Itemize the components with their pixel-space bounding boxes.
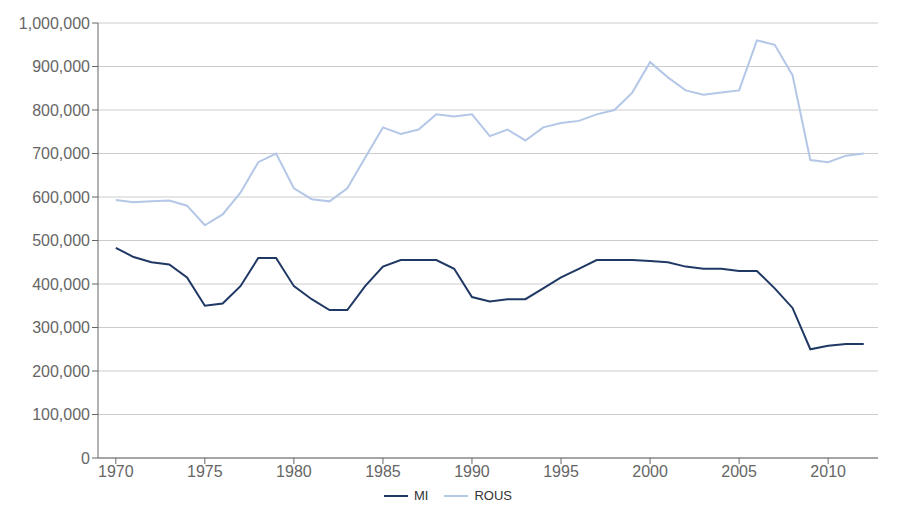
svg-text:0: 0 [81,450,90,467]
svg-text:1975: 1975 [187,463,223,480]
svg-text:2005: 2005 [721,463,757,480]
svg-text:2010: 2010 [810,463,846,480]
svg-text:600,000: 600,000 [32,189,90,206]
svg-text:400,000: 400,000 [32,276,90,293]
svg-text:200,000: 200,000 [32,363,90,380]
svg-text:1970: 1970 [98,463,134,480]
svg-text:2000: 2000 [632,463,668,480]
svg-text:700,000: 700,000 [32,145,90,162]
svg-text:1985: 1985 [365,463,401,480]
html-text:ROUS: ROUS [474,488,512,503]
svg-text:100,000: 100,000 [32,406,90,423]
svg-text:800,000: 800,000 [32,102,90,119]
svg-text:900,000: 900,000 [32,58,90,75]
html-text:MI: MI [414,488,429,503]
svg-text:1,000,000: 1,000,000 [19,15,90,32]
svg-text:1980: 1980 [276,463,312,480]
svg-text:500,000: 500,000 [32,232,90,249]
svg-text:300,000: 300,000 [32,319,90,336]
svg-text:1990: 1990 [454,463,490,480]
svg-text:1995: 1995 [543,463,579,480]
